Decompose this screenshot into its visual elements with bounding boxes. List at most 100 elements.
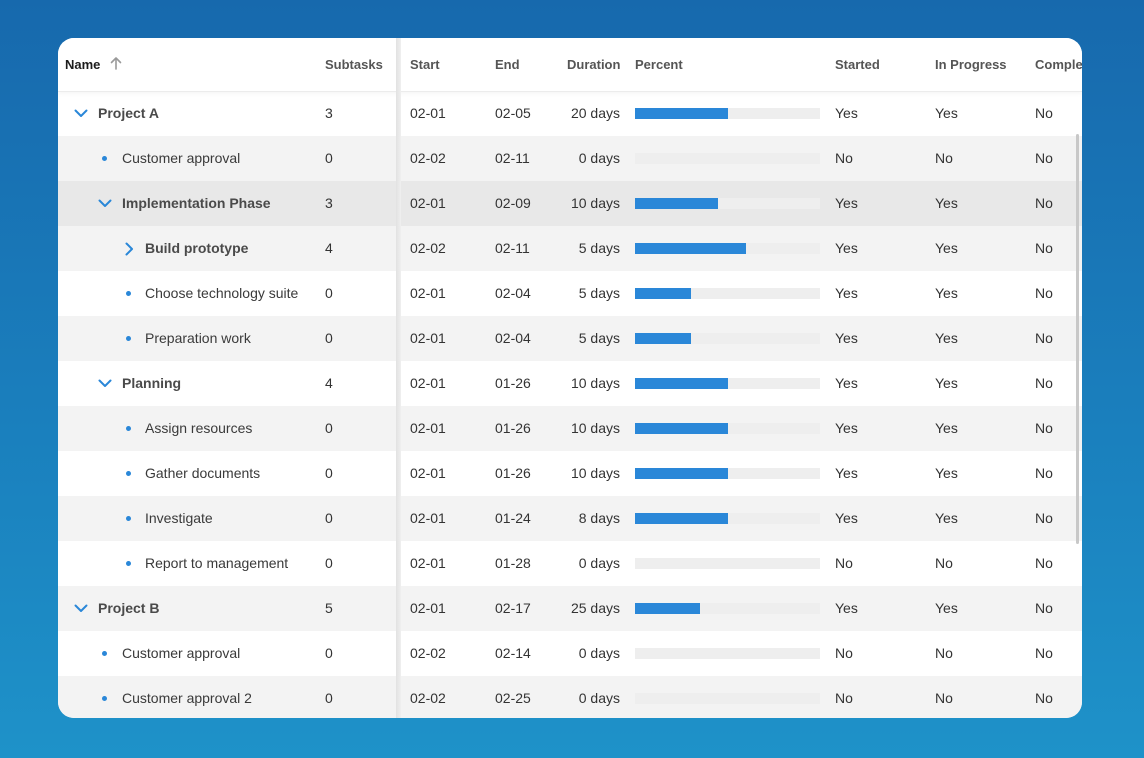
bullet-icon xyxy=(102,696,107,701)
table-row[interactable]: Investigate 0 02-01 01-24 8 days Yes Yes… xyxy=(58,496,1082,541)
task-name: Preparation work xyxy=(145,330,251,346)
completed-cell: No xyxy=(1035,105,1053,121)
started-cell: No xyxy=(835,690,853,706)
table-row[interactable]: Project B 5 02-01 02-17 25 days Yes Yes … xyxy=(58,586,1082,631)
subtasks-cell: 0 xyxy=(325,285,333,301)
table-row[interactable]: Build prototype 4 02-02 02-11 5 days Yes… xyxy=(58,226,1082,271)
task-name: Customer approval 2 xyxy=(122,690,252,706)
percent-bar-fill xyxy=(635,378,728,389)
chevron-down-icon[interactable] xyxy=(95,181,115,226)
duration-cell: 5 days xyxy=(578,330,620,346)
subtasks-cell: 0 xyxy=(325,690,333,706)
duration-cell: 5 days xyxy=(578,285,620,301)
end-cell: 02-17 xyxy=(495,600,531,616)
end-cell: 02-25 xyxy=(495,690,531,706)
duration-cell: 10 days xyxy=(570,195,620,211)
in-progress-cell: No xyxy=(935,150,953,166)
duration-cell: 0 days xyxy=(578,555,620,571)
start-cell: 02-02 xyxy=(410,150,446,166)
started-cell: Yes xyxy=(835,510,858,526)
percent-bar xyxy=(635,333,820,344)
percent-bar-fill xyxy=(635,423,728,434)
column-header-subtasks[interactable]: Subtasks xyxy=(325,57,383,72)
column-header-end[interactable]: End xyxy=(495,57,520,72)
table-row[interactable]: Customer approval 0 02-02 02-14 0 days N… xyxy=(58,631,1082,676)
chevron-right-icon[interactable] xyxy=(119,226,139,271)
percent-bar xyxy=(635,108,820,119)
start-cell: 02-01 xyxy=(410,510,446,526)
duration-cell: 0 days xyxy=(578,690,620,706)
percent-bar xyxy=(635,243,820,254)
locked-column-splitter[interactable] xyxy=(396,38,401,718)
end-cell: 02-11 xyxy=(495,240,530,256)
column-header-duration[interactable]: Duration xyxy=(567,57,621,72)
column-header-start[interactable]: Start xyxy=(410,57,440,72)
table-row[interactable]: Project A 3 02-01 02-05 20 days Yes Yes … xyxy=(58,91,1082,136)
end-cell: 02-04 xyxy=(495,285,531,301)
task-name: Choose technology suite xyxy=(145,285,299,301)
bullet-icon xyxy=(126,291,131,296)
started-cell: No xyxy=(835,150,853,166)
bullet-icon xyxy=(126,516,131,521)
in-progress-cell: Yes xyxy=(935,510,958,526)
percent-bar xyxy=(635,693,820,704)
task-name: Assign resources xyxy=(145,420,253,436)
duration-cell: 0 days xyxy=(578,150,620,166)
completed-cell: No xyxy=(1035,555,1053,571)
duration-cell: 10 days xyxy=(570,375,620,391)
start-cell: 02-01 xyxy=(410,105,446,121)
table-row[interactable]: Customer approval 0 02-02 02-11 0 days N… xyxy=(58,136,1082,181)
completed-cell: No xyxy=(1035,150,1053,166)
table-row[interactable]: Preparation work 0 02-01 02-04 5 days Ye… xyxy=(58,316,1082,361)
percent-bar-fill xyxy=(635,468,728,479)
table-row[interactable]: Gather documents 0 02-01 01-26 10 days Y… xyxy=(58,451,1082,496)
subtasks-cell: 0 xyxy=(325,330,333,346)
completed-cell: No xyxy=(1035,330,1053,346)
table-row[interactable]: Implementation Phase 3 02-01 02-09 10 da… xyxy=(58,181,1082,226)
column-header-started[interactable]: Started xyxy=(835,57,880,72)
sort-ascending-icon[interactable] xyxy=(110,39,122,92)
table-row[interactable]: Planning 4 02-01 01-26 10 days Yes Yes N… xyxy=(58,361,1082,406)
completed-cell: No xyxy=(1035,375,1053,391)
subtasks-cell: 0 xyxy=(325,465,333,481)
column-header-name[interactable]: Name xyxy=(65,38,122,91)
task-name: Customer approval xyxy=(122,645,241,661)
subtasks-cell: 0 xyxy=(325,645,333,661)
start-cell: 02-01 xyxy=(410,375,446,391)
completed-cell: No xyxy=(1035,240,1053,256)
column-header-percent[interactable]: Percent xyxy=(635,57,683,72)
bullet-icon xyxy=(126,561,131,566)
column-header-in-progress[interactable]: In Progress xyxy=(935,57,1007,72)
subtasks-cell: 5 xyxy=(325,600,333,616)
start-cell: 02-01 xyxy=(410,555,446,571)
subtasks-cell: 0 xyxy=(325,510,333,526)
table-row[interactable]: Assign resources 0 02-01 01-26 10 days Y… xyxy=(58,406,1082,451)
completed-cell: No xyxy=(1035,600,1053,616)
grid-body: Project A 3 02-01 02-05 20 days Yes Yes … xyxy=(58,91,1082,718)
started-cell: Yes xyxy=(835,285,858,301)
chevron-down-icon[interactable] xyxy=(95,361,115,406)
started-cell: Yes xyxy=(835,375,858,391)
column-header-name-label: Name xyxy=(65,57,101,72)
started-cell: Yes xyxy=(835,240,858,256)
column-header-completed[interactable]: Complete xyxy=(1035,57,1082,72)
table-row[interactable]: Customer approval 2 0 02-02 02-25 0 days… xyxy=(58,676,1082,718)
started-cell: No xyxy=(835,555,853,571)
percent-bar xyxy=(635,468,820,479)
vertical-scrollbar[interactable] xyxy=(1076,134,1079,544)
in-progress-cell: Yes xyxy=(935,105,958,121)
start-cell: 02-01 xyxy=(410,195,446,211)
start-cell: 02-01 xyxy=(410,285,446,301)
percent-bar-fill xyxy=(635,603,700,614)
table-row[interactable]: Choose technology suite 0 02-01 02-04 5 … xyxy=(58,271,1082,316)
chevron-down-icon[interactable] xyxy=(71,586,91,631)
completed-cell: No xyxy=(1035,645,1053,661)
duration-cell: 5 days xyxy=(578,240,620,256)
in-progress-cell: Yes xyxy=(935,375,958,391)
table-row[interactable]: Report to management 0 02-01 01-28 0 day… xyxy=(58,541,1082,586)
end-cell: 01-24 xyxy=(495,510,531,526)
start-cell: 02-01 xyxy=(410,420,446,436)
percent-bar xyxy=(635,513,820,524)
bullet-icon xyxy=(126,426,131,431)
chevron-down-icon[interactable] xyxy=(71,91,91,136)
